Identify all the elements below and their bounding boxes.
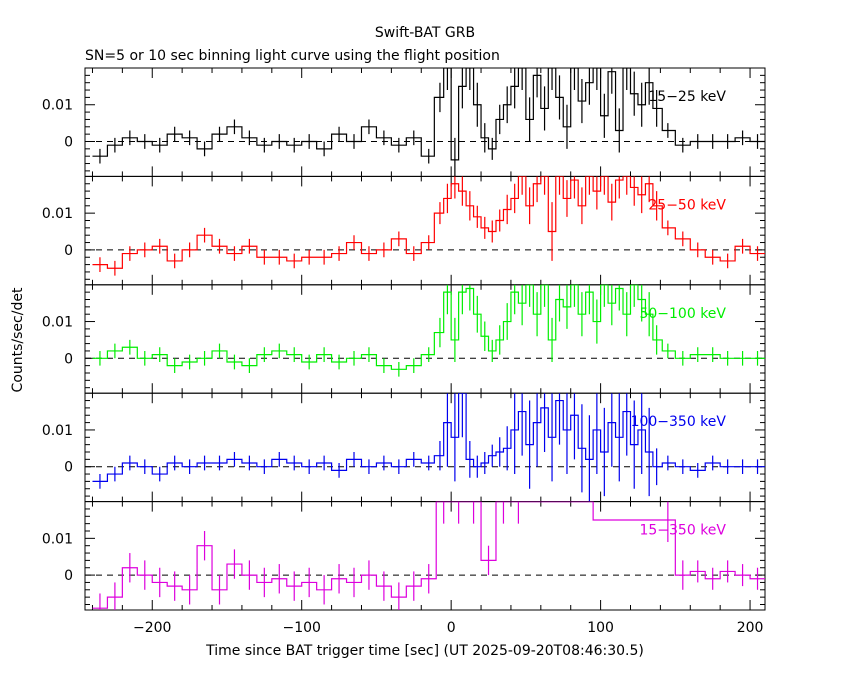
panel-frame	[84, 67, 766, 177]
series-2	[92, 176, 765, 276]
y-tick-label: 0.01	[42, 98, 73, 114]
x-tick-label: −100	[282, 620, 320, 636]
y-tick-label: 0.01	[42, 315, 73, 331]
y-tick-label: 0	[64, 134, 73, 150]
x-tick-label: 100	[587, 620, 614, 636]
panel-4: 0 0.01 100−350 keV	[42, 392, 766, 503]
band-label: 50−100 keV	[639, 306, 726, 322]
panel-frame	[84, 284, 766, 394]
series-step-line	[92, 176, 765, 269]
series-1	[92, 68, 765, 177]
x-tick-label: 200	[737, 620, 764, 636]
y-tick-label: 0.01	[42, 531, 73, 547]
panel-frame	[84, 501, 766, 611]
chart-title: Swift-BAT GRB	[375, 25, 475, 41]
x-tick-label: 0	[447, 620, 456, 636]
series-4	[92, 393, 765, 502]
y-tick-label: 0.01	[42, 423, 73, 439]
y-tick-label: 0.01	[42, 206, 73, 222]
y-tick-label: 0	[64, 351, 73, 367]
y-tick-label: 0	[64, 568, 73, 584]
series-3	[92, 284, 765, 377]
series-step-line	[92, 501, 765, 609]
band-label: 15−350 keV	[639, 523, 726, 539]
series-step-line	[92, 68, 765, 161]
series-step-line	[92, 284, 765, 370]
y-axis-label: Counts/sec/det	[10, 287, 26, 392]
panel-2: 0 0.01 25−50 keV	[42, 175, 766, 286]
chart-subtitle: SN=5 or 10 sec binning light curve using…	[85, 48, 500, 64]
panel-5: 0 0.01 15−350 keV −200 −100 0 100 200	[42, 501, 766, 636]
panel-frame	[84, 175, 766, 286]
y-tick-label: 0	[64, 243, 73, 259]
panel-frame	[84, 392, 766, 503]
series-5	[92, 501, 765, 610]
series-step-line	[92, 393, 765, 482]
panel-1: 0 0.01 15−25 keV	[42, 67, 766, 177]
band-label: 25−50 keV	[648, 197, 726, 213]
band-label: 100−350 keV	[631, 414, 727, 430]
band-label: 15−25 keV	[648, 89, 726, 105]
x-tick-label: −200	[133, 620, 171, 636]
panels-group: 0 0.01 15−25 keV 0 0.01 25−50 keV 0 0.01 50−100 …	[42, 67, 766, 636]
y-tick-label: 0	[64, 460, 73, 476]
panel-3: 0 0.01 50−100 keV	[42, 284, 766, 394]
x-axis-label: Time since BAT trigger time [sec] (UT 20…	[205, 643, 644, 659]
